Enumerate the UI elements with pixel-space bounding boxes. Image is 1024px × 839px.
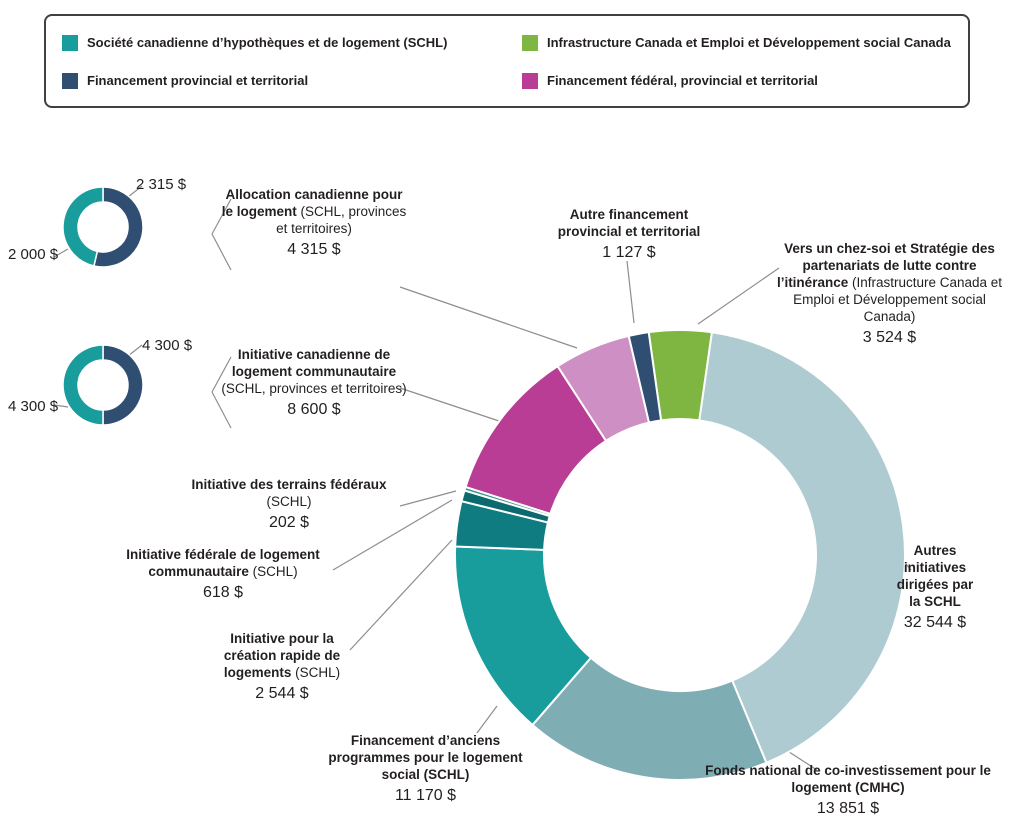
slice-value: 11 170 $ (394, 787, 457, 804)
callout-fonds-national: Fonds national de co-investissement pour… (688, 762, 1008, 819)
slice-label: Initiative pour la création rapide de lo… (223, 631, 341, 680)
donut-slice (627, 331, 663, 424)
callout-autres-initiatives: Autres initiatives dirigées par la SCHL … (893, 542, 977, 633)
legend-item-federal-provincial: Financement fédéral, provincial et terri… (522, 73, 818, 89)
callout-terrains-federaux: Initiative des terrains fédéraux(SCHL) 2… (178, 476, 400, 533)
legend-swatch-federal-provincial (522, 73, 538, 89)
connector-line (626, 260, 635, 324)
mini-donut-allocation (62, 186, 144, 268)
callout-creation-rapide: Initiative pour la création rapide de lo… (212, 630, 352, 704)
connector-line (399, 286, 578, 349)
connector-line (332, 499, 453, 571)
mini-donut-value: 4 300 $ (142, 337, 193, 354)
slice-label: Initiative des terrains fédéraux(SCHL) (191, 477, 387, 509)
legend-label: Société canadienne d’hypothèques et de l… (87, 35, 448, 50)
donut-slice (62, 186, 104, 267)
legend-swatch-infrastructure (522, 35, 538, 51)
slice-label: Autre financement provincial et territor… (557, 207, 701, 239)
connector-line (211, 198, 232, 235)
slice-value: 8 600 $ (287, 401, 341, 418)
donut-slice (62, 344, 104, 426)
slice-label: Initiative fédérale de logement communau… (126, 547, 320, 579)
connector-line (53, 248, 69, 258)
donut-slice (93, 186, 144, 268)
mini-donut-value: 2 000 $ (8, 246, 59, 263)
slice-label: Fonds national de co-investissement pour… (705, 763, 991, 795)
mini-donut-value: 2 315 $ (136, 176, 187, 193)
legend-item-infrastructure: Infrastructure Canada et Emploi et Dével… (522, 35, 951, 51)
legend-item-schl: Société canadienne d’hypothèques et de l… (62, 35, 447, 51)
slice-label: Vers un chez-soi et Stratégie des parten… (776, 241, 1003, 324)
slice-value: 13 851 $ (816, 800, 880, 817)
slice-label: Allocation canadienne pour le logement (S… (221, 187, 407, 236)
donut-slice (102, 344, 144, 426)
connector-line (399, 387, 503, 423)
legend-label: Financement provincial et territorial (87, 73, 309, 88)
slice-value: 3 524 $ (862, 329, 917, 346)
callout-initiative-canadienne: Initiative canadienne de logement commun… (220, 346, 408, 420)
callout-autre-financement: Autre financement provincial et territor… (550, 206, 708, 263)
callout-initiative-federale: Initiative fédérale de logement communau… (116, 546, 330, 603)
connector-line (211, 233, 232, 271)
connector-line (127, 344, 143, 357)
slice-value: 1 127 $ (602, 244, 656, 261)
slice-value: 2 544 $ (255, 685, 309, 702)
donut-slice (698, 331, 906, 765)
slice-value: 4 315 $ (287, 241, 341, 258)
slice-label: Financement d’anciens programmes pour le… (328, 733, 523, 782)
callout-financement-anciens: Financement d’anciens programmes pour le… (328, 732, 523, 806)
slice-label: Initiative canadienne de logement commun… (221, 347, 407, 396)
legend-swatch-schl (62, 35, 78, 51)
legend-label: Financement fédéral, provincial et terri… (547, 73, 818, 88)
callout-vers-un-chez-soi: Vers un chez-soi et Stratégie des parten… (772, 240, 1007, 348)
mini-donut-value: 4 300 $ (8, 398, 59, 415)
connector-line (211, 356, 232, 393)
connector-line (399, 490, 457, 507)
mini-donut-initiative (62, 344, 144, 426)
connector-line (697, 267, 780, 325)
main-donut (454, 329, 906, 781)
connector-line (211, 391, 232, 429)
connector-line (349, 539, 453, 651)
slice-value: 618 $ (202, 584, 244, 601)
slice-value: 32 544 $ (903, 614, 967, 631)
legend-label: Infrastructure Canada et Emploi et Dével… (547, 35, 951, 50)
connector-line (53, 404, 69, 408)
connector-line (476, 705, 498, 734)
callout-allocation: Allocation canadienne pour le logement (S… (220, 186, 408, 260)
legend-item-provincial: Financement provincial et territorial (62, 73, 308, 89)
legend: Société canadienne d’hypothèques et de l… (44, 14, 970, 108)
slice-value: 202 $ (268, 514, 310, 531)
connector-line (127, 185, 143, 198)
legend-swatch-provincial (62, 73, 78, 89)
slice-label: Autres initiatives dirigées par la SCHL (896, 543, 974, 609)
